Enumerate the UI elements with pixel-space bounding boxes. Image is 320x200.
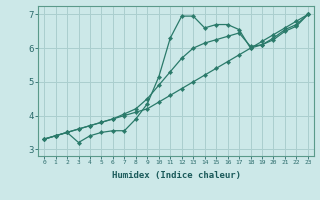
X-axis label: Humidex (Indice chaleur): Humidex (Indice chaleur): [111, 171, 241, 180]
